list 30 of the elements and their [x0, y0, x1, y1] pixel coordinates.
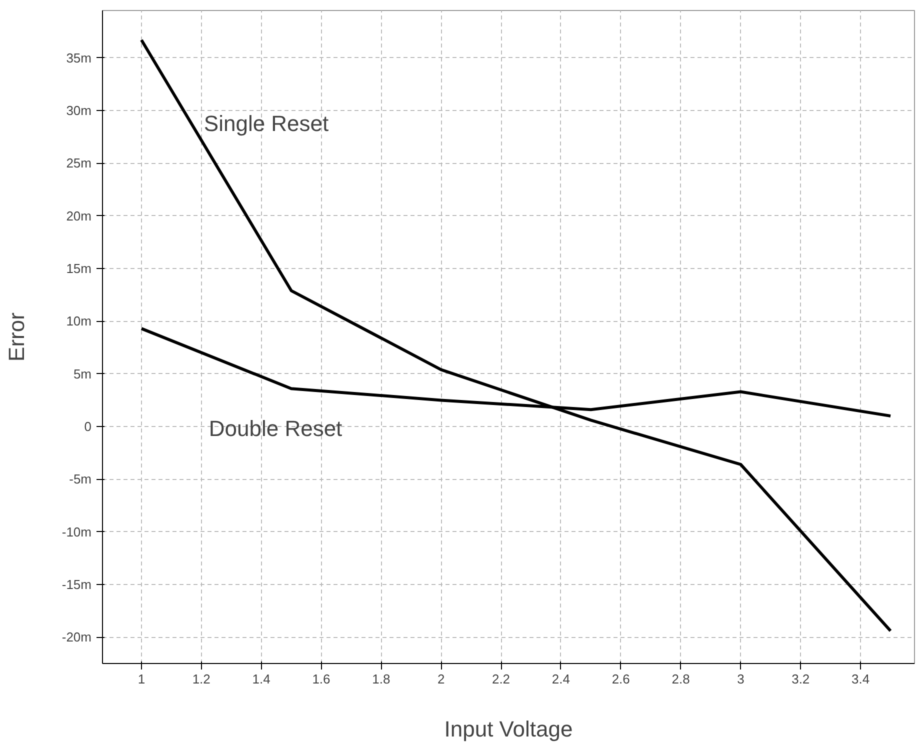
- x-tick-label: 2: [437, 672, 445, 686]
- y-tick-label: 10m: [66, 314, 92, 329]
- y-tick-label: -10m: [62, 524, 92, 540]
- y-tick-label: -15m: [62, 577, 92, 592]
- series-label: Single Reset: [204, 111, 329, 136]
- x-tick-label: 1.6: [312, 672, 330, 686]
- y-axis-title: Error: [4, 312, 29, 362]
- y-tick-label: -20m: [62, 630, 92, 645]
- x-tick-label: 2.2: [492, 672, 510, 686]
- x-tick-label: 1.8: [372, 672, 390, 686]
- x-tick-label: 2.6: [612, 672, 630, 686]
- x-tick-label: 3: [737, 672, 744, 686]
- x-tick-label: 2.8: [672, 672, 690, 686]
- y-tick-label: 20m: [66, 208, 92, 224]
- x-tick-label: 3.4: [852, 672, 870, 686]
- x-tick-label: 3.2: [792, 672, 810, 686]
- x-tick-label: 1.4: [252, 672, 270, 686]
- y-tick-label: 5m: [73, 366, 92, 382]
- x-tick-label: 1: [138, 672, 146, 686]
- series-label: Double Reset: [208, 416, 342, 442]
- x-tick-label: 2.4: [552, 672, 570, 686]
- x-axis-title: Input Voltage: [444, 716, 573, 742]
- y-tick-label: -5m: [69, 472, 92, 487]
- y-tick-label: 30m: [66, 103, 92, 118]
- x-tick-label: 1.2: [192, 672, 210, 686]
- y-tick-label: 15m: [66, 261, 92, 276]
- y-tick-label: 35m: [66, 50, 92, 66]
- line-series: [140, 38, 892, 632]
- y-tick-label: 25m: [66, 156, 92, 171]
- y-tick-label: 0: [84, 419, 92, 434]
